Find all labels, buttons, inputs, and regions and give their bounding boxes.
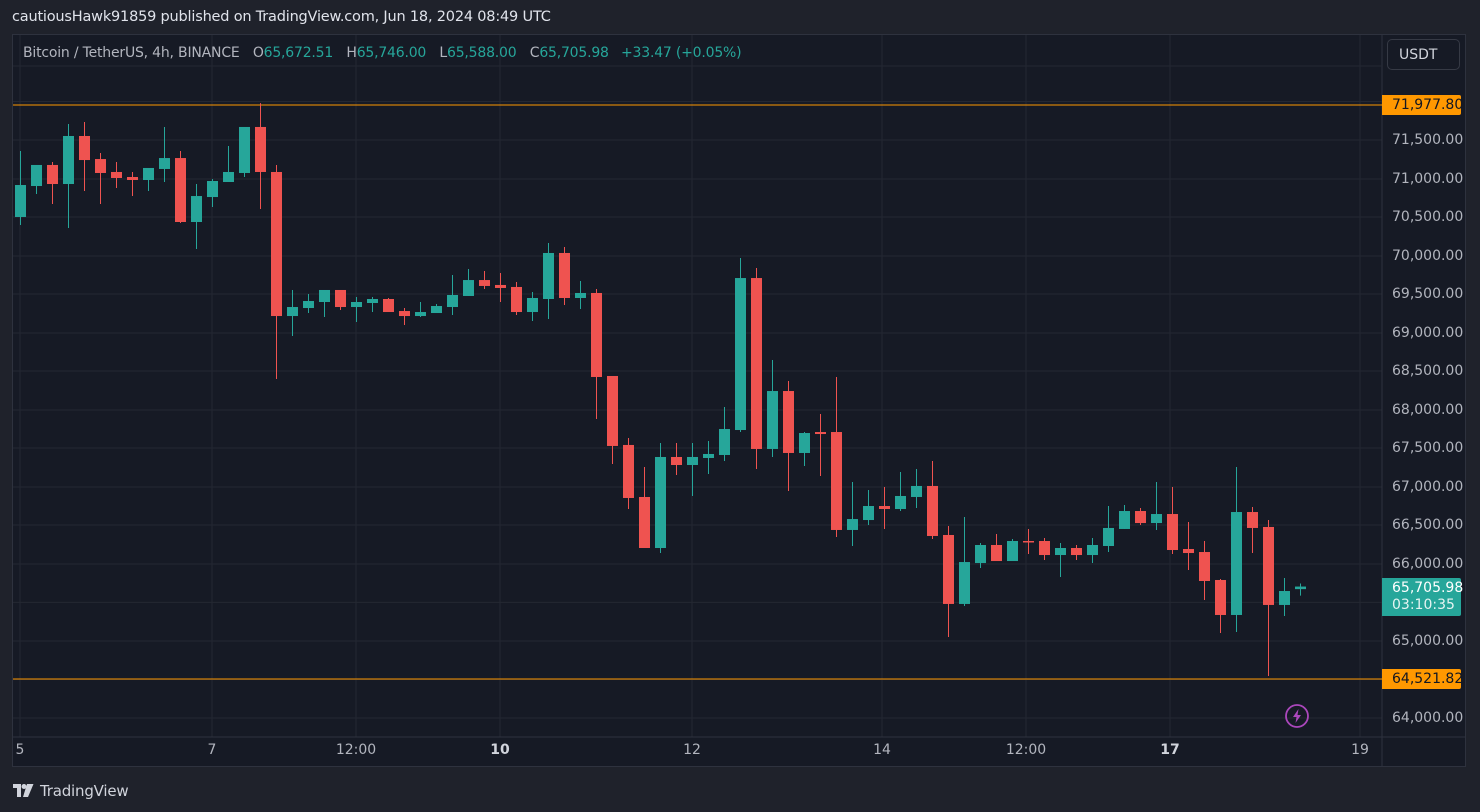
time-tick-label: 12 xyxy=(683,742,701,758)
change-value: +33.47 (+0.05%) xyxy=(621,45,742,61)
hline-tag-top: 71,977.80 xyxy=(1382,95,1463,115)
price-tick-label: 66,500.00 xyxy=(1392,517,1464,533)
time-tick-label: 14 xyxy=(873,742,891,758)
symbol-legend: Bitcoin / TetherUS, 4h, BINANCE O65,672.… xyxy=(23,45,742,61)
open-value: 65,672.51 xyxy=(263,45,334,61)
time-tick-label: 5 xyxy=(15,742,25,758)
price-tick-label: 68,000.00 xyxy=(1392,402,1464,418)
publish-info: cautiousHawk91859 published on TradingVi… xyxy=(12,9,551,25)
time-tick-label: 17 xyxy=(1160,742,1180,758)
price-tick-label: 68,500.00 xyxy=(1392,363,1464,379)
open-label: O xyxy=(252,45,264,61)
price-tick-label: 70,000.00 xyxy=(1392,248,1464,264)
tradingview-logo-icon xyxy=(13,784,34,797)
time-tick-label: 10 xyxy=(490,742,510,758)
price-tick-label: 67,500.00 xyxy=(1392,440,1464,456)
price-tick-label: 67,000.00 xyxy=(1392,479,1464,495)
high-value: 65,746.00 xyxy=(356,45,427,61)
lightning-alert-icon[interactable] xyxy=(1284,703,1310,729)
price-tick-label: 65,000.00 xyxy=(1392,633,1464,649)
close-value: 65,705.98 xyxy=(539,45,609,61)
last-price-tag: 65,705.98 03:10:35 xyxy=(1382,578,1464,616)
low-label: L xyxy=(439,45,448,61)
price-tick-label: 69,000.00 xyxy=(1392,325,1464,341)
low-value: 65,588.00 xyxy=(447,45,517,61)
currency-button[interactable]: USDT xyxy=(1387,39,1460,70)
high-label: H xyxy=(346,45,357,61)
time-tick-label: 7 xyxy=(207,742,217,758)
time-tick-label: 12:00 xyxy=(335,742,377,758)
price-tick-label: 71,000.00 xyxy=(1392,171,1464,187)
price-tick-label: 71,500.00 xyxy=(1392,132,1464,148)
bar-countdown: 03:10:35 xyxy=(1392,597,1455,613)
tradingview-logo[interactable]: TradingView xyxy=(13,782,129,800)
brand-name: TradingView xyxy=(40,782,129,800)
price-tick-label: 66,000.00 xyxy=(1392,556,1464,572)
currency-label: USDT xyxy=(1399,46,1438,63)
time-tick-label: 19 xyxy=(1351,742,1369,758)
symbol-title[interactable]: Bitcoin / TetherUS, 4h, BINANCE xyxy=(23,45,240,61)
price-tick-label: 69,500.00 xyxy=(1392,286,1464,302)
hline-tag-bottom: 64,521.82 xyxy=(1382,669,1463,689)
last-price: 65,705.98 xyxy=(1392,580,1464,596)
price-tick-label: 64,000.00 xyxy=(1392,710,1464,726)
time-tick-label: 12:00 xyxy=(1005,742,1047,758)
close-label: C xyxy=(529,45,540,61)
price-tick-label: 70,500.00 xyxy=(1392,209,1464,225)
